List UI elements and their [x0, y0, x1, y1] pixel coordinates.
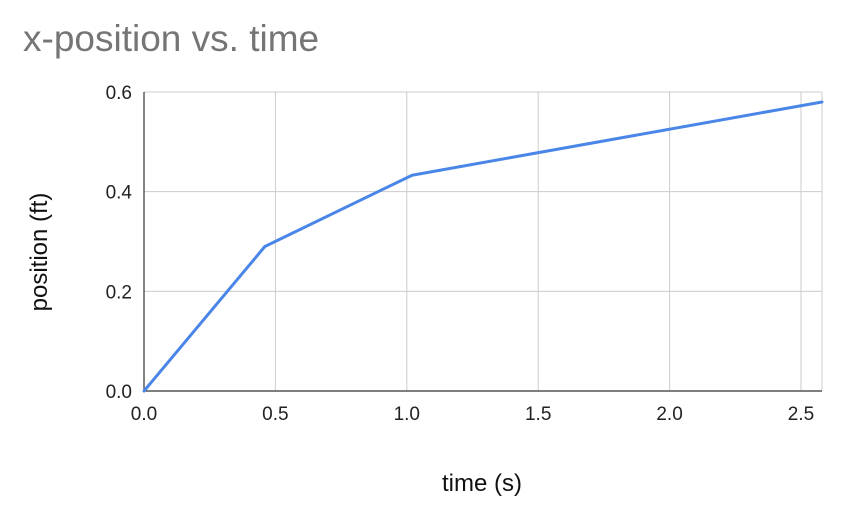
y-tick-label: 0.0: [106, 382, 132, 403]
tick-labels: 0.0 0.5 1.0 1.5 2.0 2.5 0.0 0.2 0.4 0.6: [106, 83, 815, 425]
chart-title: x-position vs. time: [23, 18, 320, 59]
y-axis-title: position (ft): [26, 193, 53, 312]
y-tick-label: 0.6: [106, 83, 132, 104]
series-layer: [142, 100, 824, 393]
gridlines: [144, 91, 823, 391]
x-axis-title: time (s): [442, 470, 522, 497]
axes: [143, 92, 822, 392]
x-tick-label: 1.0: [394, 404, 420, 425]
x-tick-label: 2.5: [788, 404, 814, 425]
y-tick-label: 0.2: [106, 282, 132, 303]
x-tick-label: 1.5: [525, 404, 551, 425]
x-tick-label: 2.0: [656, 404, 682, 425]
x-tick-label: 0.5: [262, 404, 288, 425]
x-tick-label: 0.0: [131, 404, 157, 425]
series-line: [142, 100, 824, 393]
y-tick-label: 0.4: [106, 183, 133, 204]
